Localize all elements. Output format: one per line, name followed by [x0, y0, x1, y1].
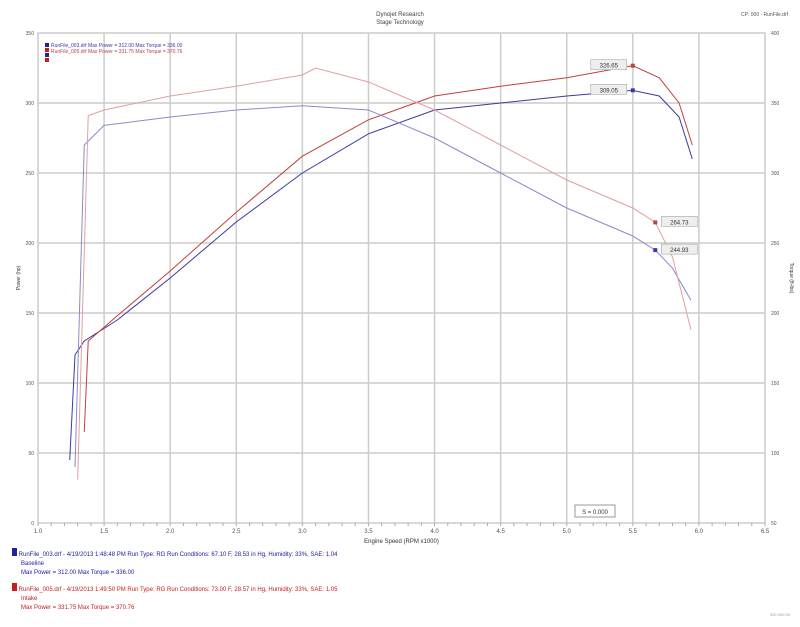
data-label-box [590, 59, 628, 70]
legend-run-1: RunFile_003.drf - 4/19/2013 1:48:48 PM R… [12, 548, 337, 578]
y-tick-label: 100 [26, 381, 35, 387]
legend-swatch-inline [45, 53, 49, 57]
x-tick-label: 4.0 [430, 529, 439, 535]
x-tick-label: 1.0 [34, 529, 43, 535]
legend-max: Max Power = 312.00 Max Torque = 336.00 [21, 570, 135, 576]
data-label: 264.73 [670, 220, 689, 226]
legend-max: Max Power = 331.75 Max Torque = 370.76 [21, 605, 135, 611]
y-right-tick-label: 250 [771, 241, 780, 247]
y-right-tick-label: 150 [771, 381, 780, 387]
data-marker [653, 220, 658, 225]
legend-line: RunFile_003.drf - 4/19/2013 1:48:48 PM R… [18, 552, 338, 558]
run-info: CP: 000 - RunFile.drf [741, 12, 788, 18]
chart-title: Dynojet Research [376, 12, 424, 18]
x-axis-label: Engine Speed (RPM x1000) [364, 539, 439, 545]
legend-label: Baseline [21, 561, 45, 567]
y-tick-label: 150 [26, 311, 35, 317]
footer: 000 000 00 [769, 612, 790, 617]
y-axis-label: Power (hp) [16, 265, 22, 290]
data-label: 309.05 [600, 88, 619, 94]
legend-swatch-inline [45, 58, 49, 62]
x-tick-label: 4.5 [496, 529, 505, 535]
legend-swatch-inline [45, 43, 49, 47]
y-tick-label: 200 [26, 241, 35, 247]
smoothing-box [574, 504, 616, 518]
series-line-4 [77, 67, 692, 480]
x-tick-label: 1.5 [100, 529, 109, 535]
x-tick-label: 5.0 [563, 529, 572, 535]
y-right-tick-label: 300 [771, 171, 780, 177]
x-tick-label: 3.0 [298, 529, 307, 535]
y-right-tick-label: 350 [771, 101, 780, 107]
legend-swatch [12, 548, 17, 556]
data-label-box [590, 84, 628, 95]
legend-run-2: RunFile_005.drf - 4/19/2013 1:49:50 PM R… [12, 583, 337, 613]
smoothing-label: S = 0.000 [582, 510, 609, 516]
data-marker [630, 88, 635, 93]
legend-swatch-inline [45, 48, 49, 52]
y-right-tick-label: 200 [771, 311, 780, 317]
y-tick-label: 350 [26, 31, 35, 37]
data-label: 326.65 [600, 64, 619, 70]
x-tick-label: 5.5 [629, 529, 638, 535]
chart-legend-entry: RunFile_003.drf Max Power = 312.00 Max T… [51, 43, 183, 49]
y-tick-label: 300 [26, 101, 35, 107]
y-right-tick-label: 400 [771, 31, 780, 37]
x-tick-label: 2.5 [232, 529, 241, 535]
y-tick-label: 50 [28, 451, 34, 457]
y-tick-label: 0 [31, 521, 34, 527]
data-marker [630, 63, 635, 68]
plot-frame [37, 32, 766, 524]
data-label-box [661, 216, 698, 227]
x-tick-label: 6.0 [695, 529, 704, 535]
x-tick-label: 3.5 [364, 529, 373, 535]
series-line-3 [74, 105, 692, 468]
y-right-tick-label: 100 [771, 451, 780, 457]
legend-swatch [12, 583, 17, 591]
y-right-axis-label: Torque (ft-lbs) [788, 263, 794, 294]
x-tick-label: 2.0 [166, 529, 175, 535]
y-right-tick-label: 50 [771, 521, 777, 527]
chart-legend-entry: RunFile_005.drf Max Power = 331.75 Max T… [51, 49, 183, 55]
data-label: 244.93 [670, 248, 689, 254]
data-marker [653, 248, 658, 253]
plot-area: 1.0 1.5 2.0 2.5 3.0 3.5 4.0 4.5 5.0 5.5 6.0 6.5 0 50 1… [16, 31, 794, 545]
series-line-1 [69, 89, 693, 461]
legend-label: Intake [21, 596, 38, 602]
series-line-2 [83, 65, 693, 433]
legend-line: RunFile_005.drf - 4/19/2013 1:49:50 PM R… [18, 587, 338, 593]
x-tick-label: 6.5 [761, 529, 770, 535]
chart-subtitle: Stage Technology [376, 20, 424, 26]
y-tick-label: 250 [26, 171, 35, 177]
data-label-box [661, 243, 698, 255]
